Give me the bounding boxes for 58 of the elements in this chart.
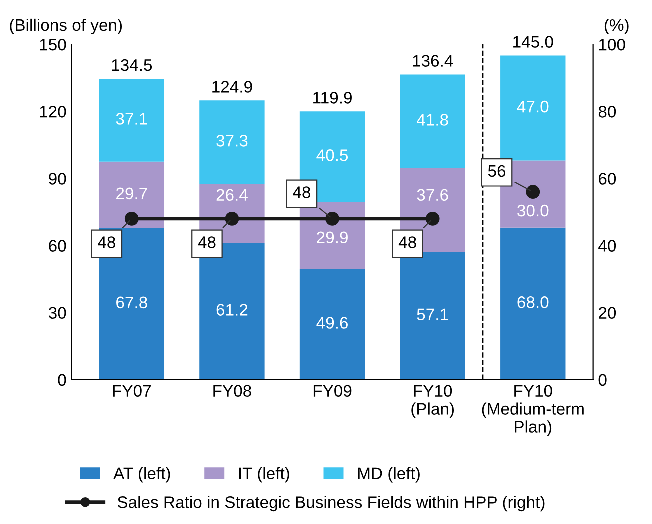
data-label: 29.9 (317, 232, 348, 244)
x-tick-label: FY07 (113, 385, 151, 398)
bar (400, 74, 466, 168)
data-label: 56 (488, 165, 506, 178)
data-label: 68.0 (518, 296, 549, 308)
data-label: 48 (293, 186, 311, 198)
bar (99, 162, 165, 228)
y-tick-label: 120 (40, 106, 66, 118)
y-tick-label: 90 (49, 173, 66, 185)
data-label: 61.2 (216, 304, 248, 316)
y2-axis-title: (%) (604, 18, 629, 34)
total-label: 124.9 (212, 81, 252, 93)
total-label: 119.9 (314, 92, 352, 104)
data-label: 37.1 (116, 113, 148, 125)
y2-tick-label: 40 (598, 240, 616, 252)
legend-label: Sales Ratio in Strategic Business Fields within HPP (right) (118, 496, 545, 512)
x-tick-label: FY09 (314, 385, 352, 398)
y2-tick-label: 0 (598, 374, 607, 386)
data-label: 26.4 (216, 189, 248, 202)
bar (300, 269, 366, 380)
bar (500, 56, 566, 161)
data-label: 37.6 (417, 189, 448, 202)
total-label: 136.4 (413, 55, 454, 67)
data-label: 48 (198, 236, 216, 248)
x-tick-label: FY10 (Plan) (412, 385, 454, 418)
data-label: 37.3 (216, 135, 248, 147)
legend-label: MD (left) (358, 467, 420, 483)
bar (400, 252, 466, 380)
y2-tick-label: 60 (599, 173, 616, 185)
y-axis-title: (Billions of yen) (10, 18, 122, 34)
x-tick-label: FY10 (Medium-term Plan) (482, 385, 584, 436)
y2-tick-label: 80 (598, 106, 616, 118)
data-label: 29.7 (116, 188, 148, 200)
data-label: 57.1 (417, 308, 448, 321)
bar (300, 202, 366, 270)
bar (99, 228, 165, 380)
legend-label: IT (left) (239, 467, 290, 483)
x-tick-label: FY08 (214, 385, 252, 398)
total-label: 145.0 (514, 36, 554, 48)
data-label: 30.0 (518, 204, 549, 217)
legend-label: AT (left) (114, 467, 170, 483)
total-label: 134.5 (112, 59, 152, 72)
data-label: 49.6 (316, 317, 348, 329)
data-label: 48 (398, 236, 416, 248)
bar (99, 78, 165, 162)
y-tick-label: 60 (49, 240, 66, 252)
data-label: 41.8 (416, 114, 448, 126)
bar (200, 100, 265, 184)
data-label: 48 (98, 236, 116, 248)
y2-tick-label: 100 (599, 38, 626, 51)
y-tick-label: 30 (48, 307, 66, 320)
y-tick-label: 0 (58, 374, 66, 386)
y2-tick-label: 20 (599, 307, 616, 320)
data-label: 47.0 (517, 100, 549, 113)
bar (500, 228, 566, 380)
y-tick-label: 150 (40, 38, 66, 51)
data-label: 40.5 (316, 150, 348, 162)
data-label: 67.8 (116, 296, 148, 309)
